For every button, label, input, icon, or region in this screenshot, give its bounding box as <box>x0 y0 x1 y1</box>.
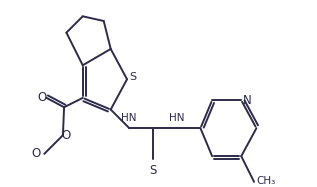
Text: O: O <box>31 147 41 160</box>
Text: HN: HN <box>121 113 136 123</box>
Text: CH₃: CH₃ <box>256 176 276 186</box>
Text: O: O <box>38 91 47 104</box>
Text: S: S <box>149 164 156 177</box>
Text: N: N <box>243 94 252 107</box>
Text: HN: HN <box>169 113 185 123</box>
Text: S: S <box>129 72 136 82</box>
Text: O: O <box>61 129 71 142</box>
